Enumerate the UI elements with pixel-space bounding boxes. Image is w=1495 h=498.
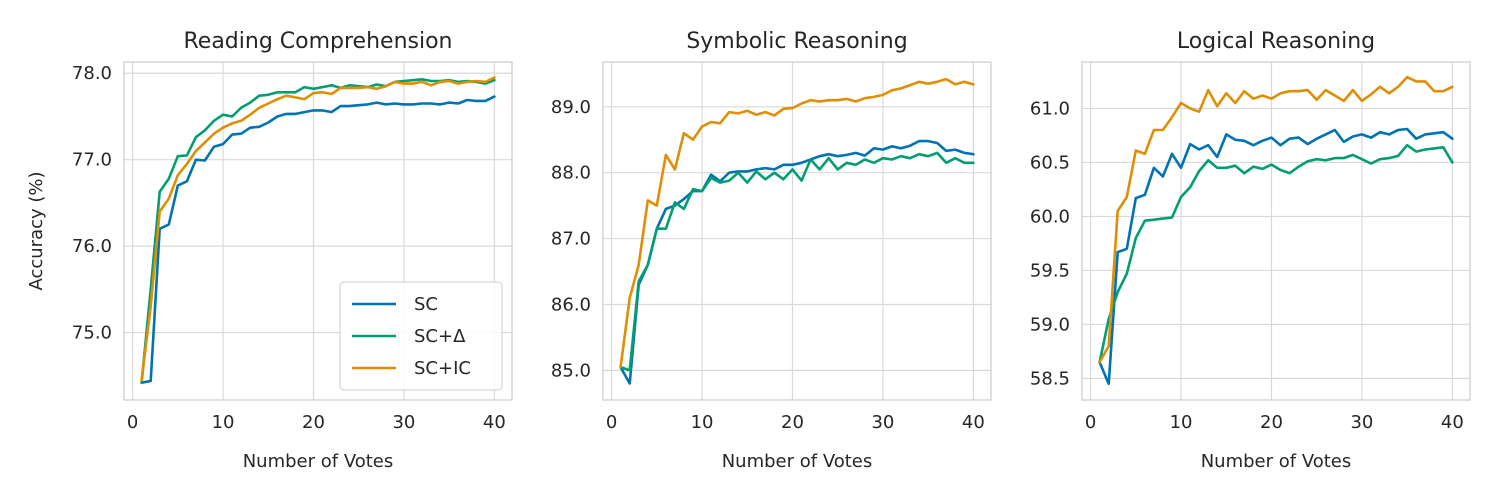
- chart-title: Logical Reasoning: [1177, 29, 1375, 54]
- x-tick-label: 0: [606, 412, 617, 433]
- y-tick-label: 78.0: [72, 63, 112, 84]
- plot-area: [603, 62, 991, 400]
- y-tick-label: 75.0: [72, 323, 112, 344]
- x-tick-label: 30: [1350, 412, 1373, 433]
- chart-reading-comprehension: 0 10 20 30 40 75.0 76.0 77.0 78.0 Reading Compreh…: [26, 29, 512, 472]
- x-tick-label: 40: [483, 412, 506, 433]
- x-tick-label: 40: [962, 412, 985, 433]
- y-tick-label: 59.5: [1030, 260, 1070, 281]
- chart-title: Reading Comprehension: [183, 29, 452, 54]
- y-tick-label: 60.0: [1030, 206, 1070, 227]
- y-tick-label: 60.5: [1030, 152, 1070, 173]
- chart-title: Symbolic Reasoning: [686, 29, 907, 54]
- x-tick-label: 10: [212, 412, 235, 433]
- x-tick-label: 0: [1085, 412, 1096, 433]
- legend-label-sc-ic: SC+IC: [414, 358, 471, 379]
- y-tick-label: 77.0: [72, 150, 112, 171]
- y-tick-label: 59.0: [1030, 314, 1070, 335]
- y-tick-label: 89.0: [551, 97, 591, 118]
- legend-label-sc-delta: SC+Δ: [414, 326, 466, 347]
- x-tick-label: 10: [1170, 412, 1193, 433]
- chart-symbolic-reasoning: 0 10 20 30 40 85.0 86.0 87.0 88.0 89.0 Symbolic Re…: [551, 29, 991, 472]
- x-axis-label: Number of Votes: [1201, 451, 1352, 472]
- y-tick-label: 58.5: [1030, 368, 1070, 389]
- y-tick-label: 88.0: [551, 163, 591, 184]
- y-axis-label: Accuracy (%): [26, 171, 47, 290]
- x-axis-label: Number of Votes: [243, 451, 394, 472]
- chart-logical-reasoning: 0 10 20 30 40 58.5 59.0 59.5 60.0 60.5 61.0 Logical…: [1030, 29, 1470, 472]
- x-tick-label: 40: [1441, 412, 1464, 433]
- x-axis-label: Number of Votes: [722, 451, 873, 472]
- x-tick-label: 30: [392, 412, 415, 433]
- x-tick-label: 20: [1260, 412, 1283, 433]
- x-tick-label: 0: [127, 412, 138, 433]
- legend: SC SC+Δ SC+IC: [340, 282, 502, 390]
- y-tick-label: 86.0: [551, 294, 591, 315]
- x-tick-label: 10: [691, 412, 714, 433]
- x-tick-label: 30: [871, 412, 894, 433]
- y-tick-label: 61.0: [1030, 98, 1070, 119]
- y-tick-label: 87.0: [551, 229, 591, 250]
- x-tick-label: 20: [781, 412, 804, 433]
- legend-label-sc: SC: [414, 294, 438, 315]
- y-tick-label: 76.0: [72, 236, 112, 257]
- x-tick-label: 20: [302, 412, 325, 433]
- y-tick-label: 85.0: [551, 360, 591, 381]
